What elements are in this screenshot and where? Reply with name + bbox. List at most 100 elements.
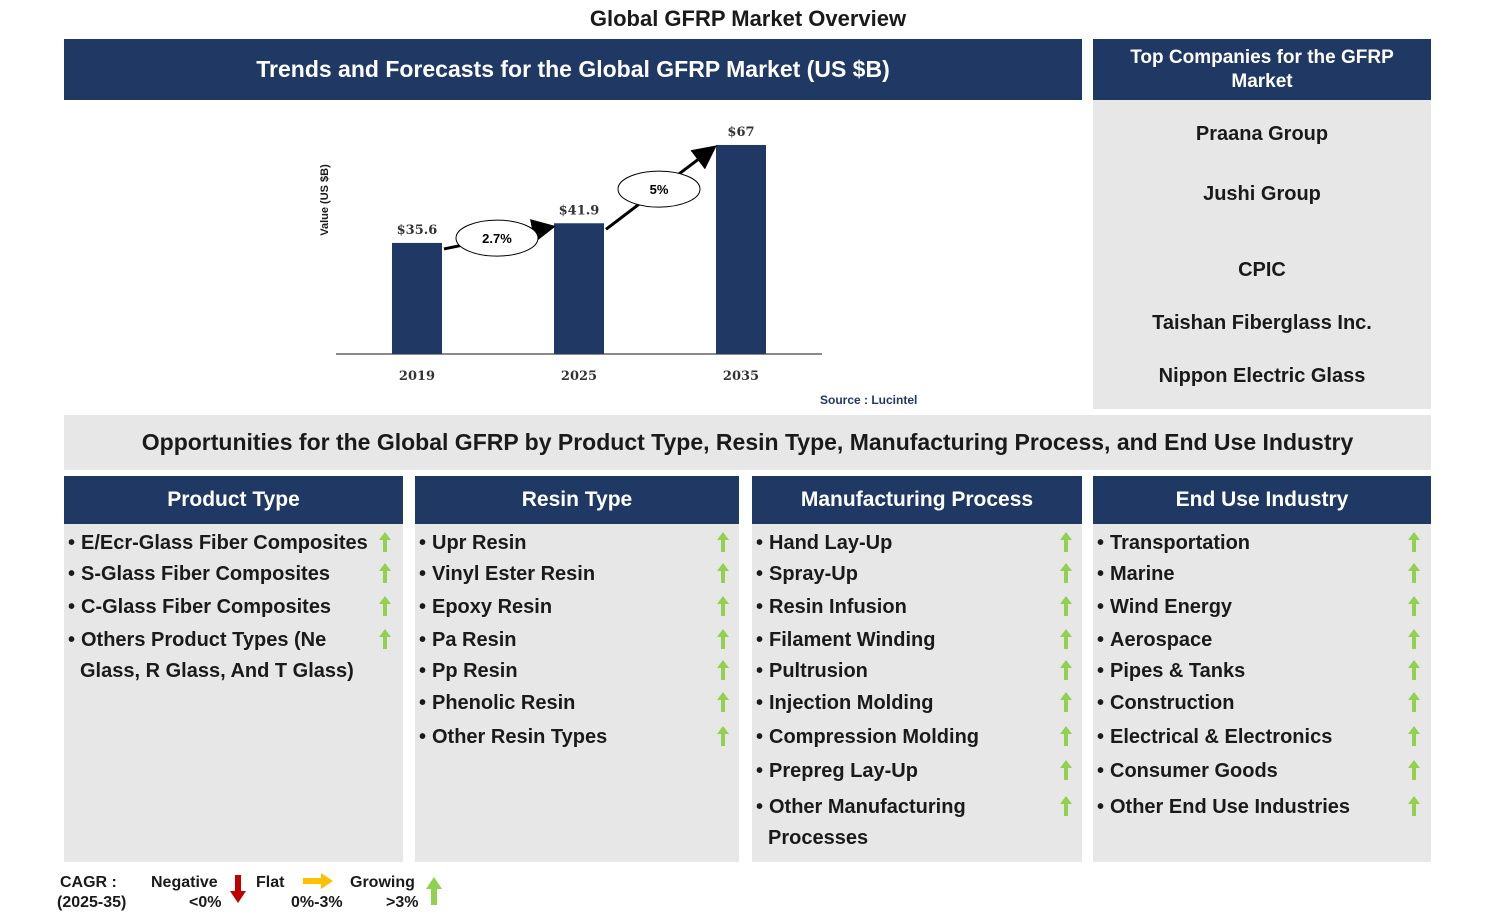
- company-name: Praana Group: [1195, 123, 1329, 145]
- x-tick-label: 2035: [723, 369, 759, 384]
- growth-arrow-up-icon: [717, 563, 729, 583]
- bar-value-label: $67: [727, 125, 754, 140]
- segment-item-text: Vinyl Ester Resin: [432, 563, 596, 585]
- segment-item-text: Consumer Goods: [1110, 760, 1278, 782]
- growth-arrow-up-icon: [1408, 660, 1420, 680]
- segment-item-text: Aerospace: [1110, 629, 1213, 651]
- arrow-right-icon: [303, 873, 333, 889]
- chart-source: Source : Lucintel: [820, 393, 917, 407]
- bullet-icon: •: [1097, 629, 1105, 651]
- growth-arrow-up-icon: [1408, 692, 1420, 712]
- bullet-icon: •: [419, 692, 427, 714]
- segment-list-item: • Pp Resin: [419, 656, 518, 687]
- legend-flat-label: Flat: [256, 874, 285, 891]
- segment-panel-manufacturing-process: • Hand Lay-Up • Spray-Up • Resin Infusion • Fil…: [752, 524, 1082, 862]
- bullet-icon: •: [1097, 532, 1105, 554]
- bar: [554, 223, 604, 354]
- cagr-ellipse: [455, 219, 539, 257]
- segment-item-text: S-Glass Fiber Composites: [81, 563, 330, 585]
- growth-arrow-up-icon: [1060, 726, 1072, 746]
- segment-item-text: Phenolic Resin: [432, 692, 576, 714]
- segment-item-text: Pp Resin: [432, 660, 518, 682]
- segment-item-text: Hand Lay-Up: [769, 532, 893, 554]
- market-chart-area: Value (US $B) $35.6 2019 $41.9 2025 $67 2035 2.…: [64, 100, 1082, 412]
- trends-banner: Trends and Forecasts for the Global GFRP…: [64, 39, 1082, 100]
- bullet-icon: •: [756, 596, 764, 618]
- segment-list-item: • Epoxy Resin: [419, 592, 552, 623]
- page-title: Global GFRP Market Overview: [589, 6, 907, 31]
- legend-flat-range: 0%-3%: [291, 894, 343, 911]
- segment-list-item: • Consumer Goods: [1097, 756, 1278, 787]
- segment-item-text: Upr Resin: [432, 532, 527, 554]
- growth-arrow-up-icon: [1060, 692, 1072, 712]
- bullet-icon: •: [756, 796, 764, 818]
- growth-arrow-up-icon: [717, 596, 729, 616]
- growth-arrow-up-icon: [1060, 796, 1072, 816]
- x-tick-label: 2025: [561, 369, 597, 384]
- arrow-up-icon: [426, 877, 442, 905]
- segment-list-item: • Resin Infusion: [756, 592, 907, 623]
- segment-list-item: • Other Resin Types: [419, 722, 607, 753]
- segment-header-product-type: Product Type: [64, 476, 403, 524]
- segment-list-item: • Filament Winding: [756, 625, 935, 656]
- segment-list-item: • Others Product Types (Ne Glass, R Glass,…: [68, 625, 354, 687]
- segment-list-item: • Pa Resin: [419, 625, 516, 656]
- segment-item-text: Other End Use Industries: [1110, 796, 1351, 818]
- segment-list-item: • Construction: [1097, 688, 1234, 719]
- cagr-legend: CAGR : (2025-35) Negative <0% Flat 0%-3%…: [0, 872, 460, 917]
- segment-item-text: Electrical & Electronics: [1110, 726, 1333, 748]
- growth-arrow-up-icon: [1060, 596, 1072, 616]
- segment-item-text-continued: Glass, R Glass, And T Glass): [80, 660, 354, 682]
- growth-arrow-up-icon: [717, 726, 729, 746]
- segment-list-item: • Spray-Up: [756, 559, 858, 590]
- legend-growing-label: Growing: [350, 874, 415, 891]
- segment-header-manufacturing-process: Manufacturing Process: [752, 476, 1082, 524]
- segment-list-item: • Pipes & Tanks: [1097, 656, 1245, 687]
- bullet-icon: •: [756, 532, 764, 554]
- growth-arrow-up-icon: [1060, 532, 1072, 552]
- segment-list-item: • Transportation: [1097, 528, 1250, 559]
- segment-list-item: • Pultrusion: [756, 656, 868, 687]
- cagr-label: 2.7%: [482, 231, 512, 246]
- bullet-icon: •: [419, 629, 427, 651]
- growth-arrow-up-icon: [1408, 796, 1420, 816]
- segment-item-text: Prepreg Lay-Up: [769, 760, 918, 782]
- growth-arrow-up-icon: [1408, 532, 1420, 552]
- arrow-down-icon: [230, 875, 246, 903]
- segment-item-text: Other Resin Types: [432, 726, 608, 748]
- growth-arrow-up-icon: [1408, 726, 1420, 746]
- segment-list-item: • E/Ecr-Glass Fiber Composites: [68, 528, 368, 559]
- legend-growing-range: >3%: [386, 894, 419, 911]
- growth-arrow-up-icon: [717, 629, 729, 649]
- segment-list-item: • Injection Molding: [756, 688, 933, 719]
- bullet-icon: •: [756, 726, 764, 748]
- bullet-icon: •: [756, 660, 764, 682]
- segment-list-item: • C-Glass Fiber Composites: [68, 592, 331, 623]
- bullet-icon: •: [1097, 563, 1105, 585]
- segment-panel-end-use-industry: • Transportation • Marine • Wind Energy • Aeros…: [1093, 524, 1431, 862]
- segment-list-item: • Other Manufacturing Processes: [756, 792, 966, 854]
- growth-arrow-up-icon: [1408, 629, 1420, 649]
- segment-item-text: Compression Molding: [769, 726, 979, 748]
- segment-item-text: Construction: [1110, 692, 1235, 714]
- growth-arrow-up-icon: [1408, 596, 1420, 616]
- bullet-icon: •: [756, 629, 764, 651]
- segment-item-text: Injection Molding: [769, 692, 934, 714]
- bullet-icon: •: [419, 532, 427, 554]
- segment-list-item: • Wind Energy: [1097, 592, 1232, 623]
- segment-list-item: • S-Glass Fiber Composites: [68, 559, 330, 590]
- y-axis-label: Value (US $B): [319, 164, 331, 236]
- companies-banner: Top Companies for the GFRP Market: [1093, 39, 1431, 100]
- segment-item-text: E/Ecr-Glass Fiber Composites: [81, 532, 368, 554]
- opportunities-banner: Opportunities for the Global GFRP by Pro…: [64, 415, 1431, 470]
- segment-list-item: • Hand Lay-Up: [756, 528, 892, 559]
- segment-item-text: Other Manufacturing: [769, 796, 966, 818]
- segment-list-item: • Compression Molding: [756, 722, 979, 753]
- segment-item-text: Wind Energy: [1110, 596, 1233, 618]
- bullet-icon: •: [68, 596, 76, 618]
- legend-cagr-period: (2025-35): [57, 894, 127, 911]
- bullet-icon: •: [1097, 660, 1105, 682]
- bullet-icon: •: [1097, 596, 1105, 618]
- segment-list-item: • Prepreg Lay-Up: [756, 756, 918, 787]
- growth-arrow-up-icon: [717, 660, 729, 680]
